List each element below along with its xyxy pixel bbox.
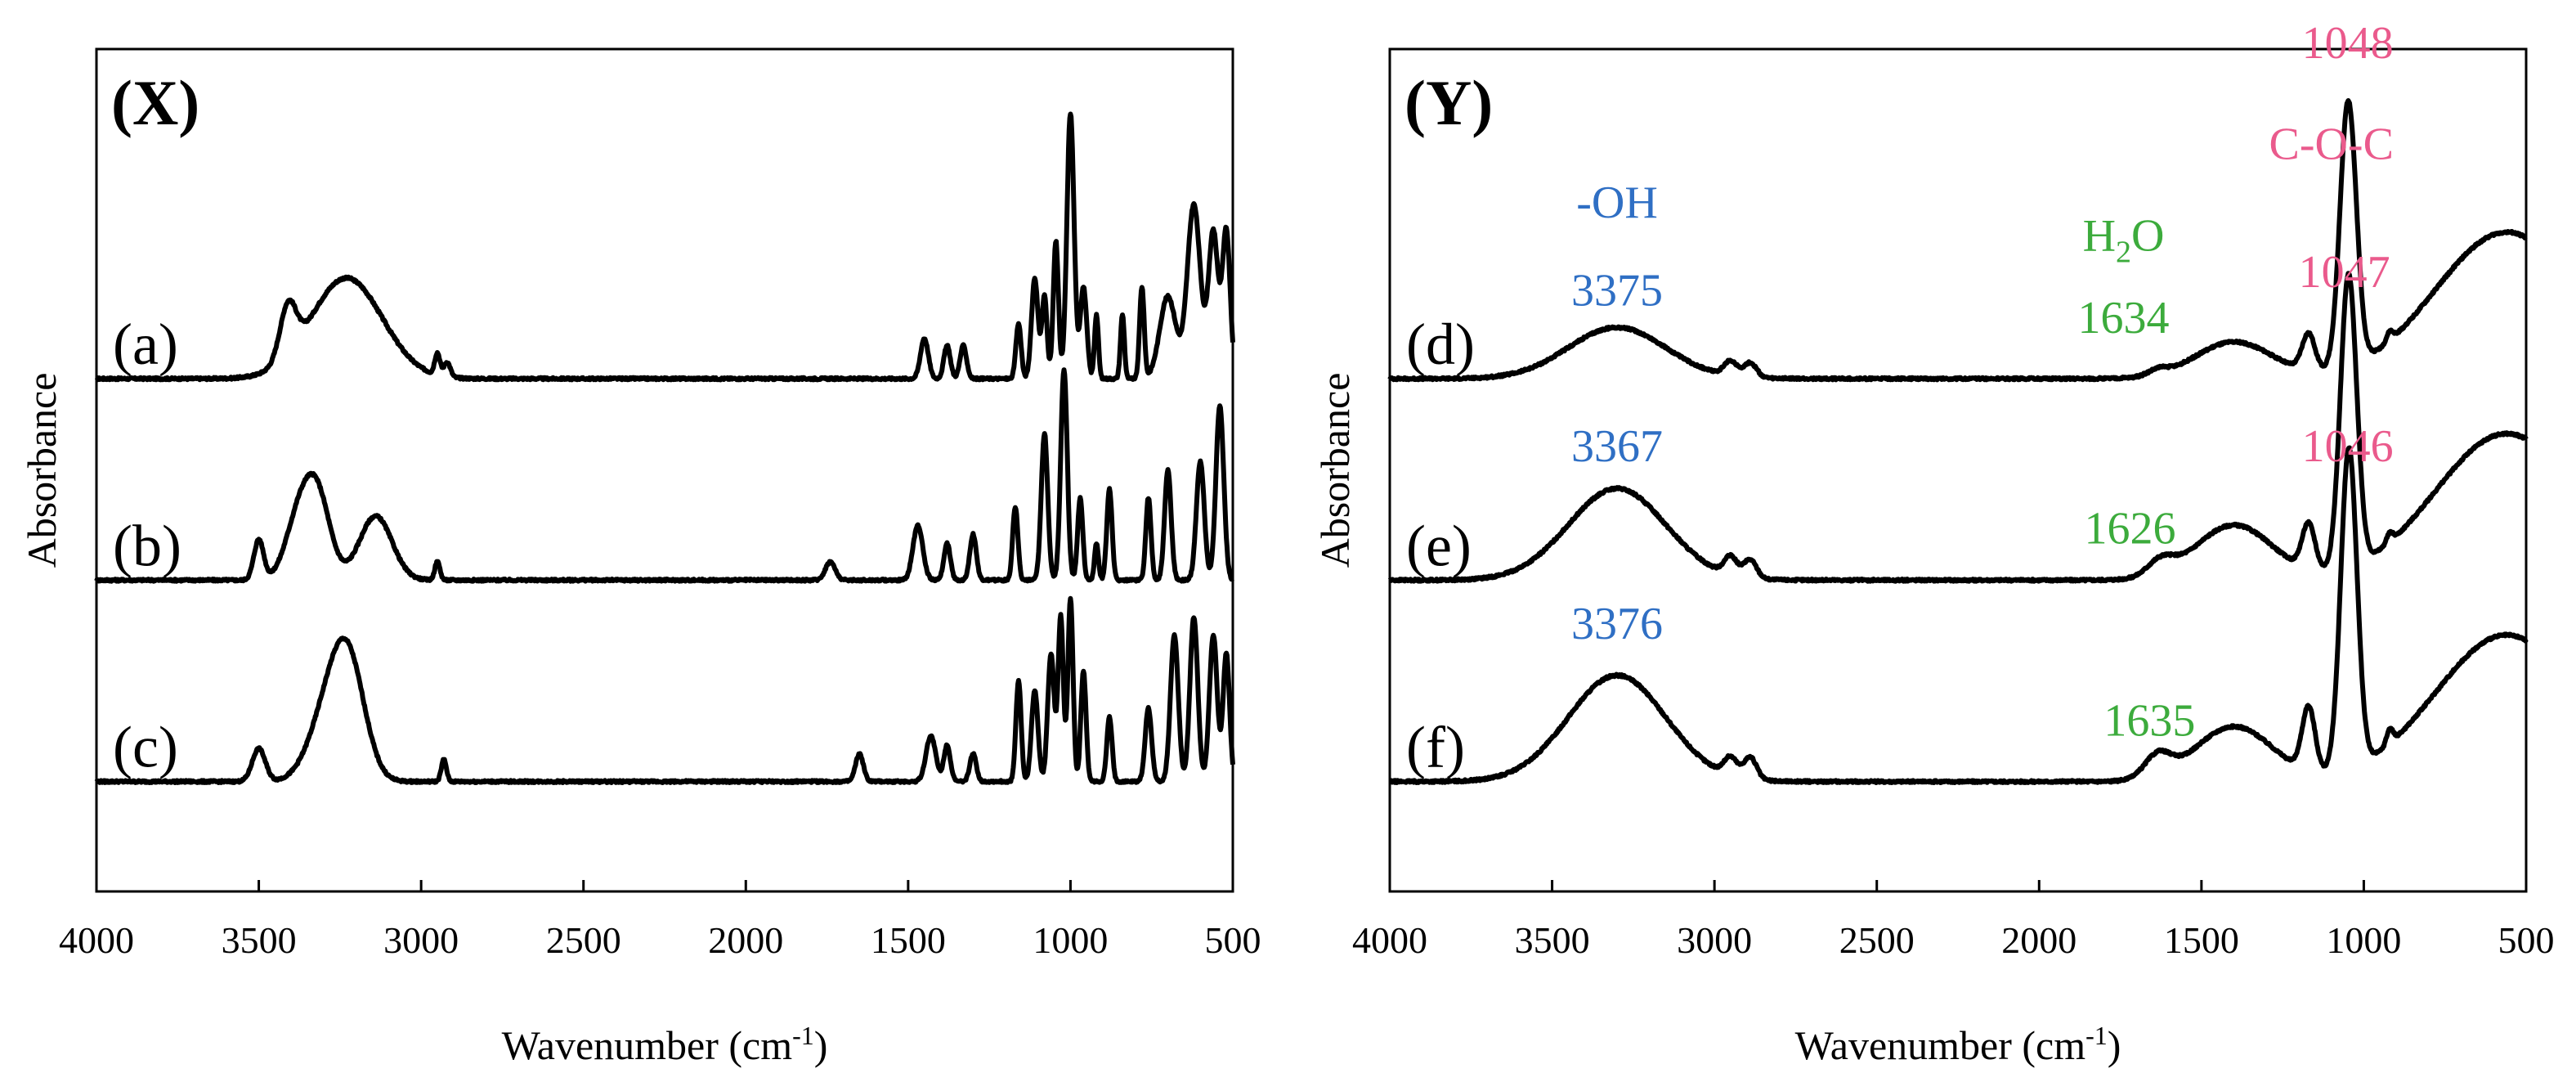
peak-annotation: 1626 <box>2084 504 2175 554</box>
x-tick-label: 4000 <box>1352 919 1427 961</box>
x-tick-label: 500 <box>2498 919 2555 961</box>
peak-annotation: 3375 <box>1571 265 1663 316</box>
x-tick-label: 2500 <box>546 919 621 961</box>
peak-annotation: -OH <box>1576 177 1658 228</box>
trace-label-c: (c) <box>113 715 178 780</box>
trace-label-e: (e) <box>1406 513 1472 578</box>
peak-annotation: 1635 <box>2103 696 2195 747</box>
x-tick-label: 3500 <box>1515 919 1590 961</box>
trace-label-b: (b) <box>113 513 181 578</box>
peak-annotation: H2O <box>2083 210 2165 269</box>
x-tick-label: 2500 <box>1839 919 1915 961</box>
panel-y-x-ticks: 4000 3500 3000 2500 2000 1500 1000 500 <box>1352 880 2555 961</box>
panel-y-frame <box>1388 47 2528 893</box>
peak-annotation: C-O-C <box>2269 119 2393 169</box>
x-tick-label: 3500 <box>222 919 297 961</box>
x-tick-label: 2000 <box>708 919 783 961</box>
panel-x: (X) Absorbance Wavenumber (cm-1) 4000 350… <box>19 47 1261 1068</box>
panel-y: (Y) Absorbance Wavenumber (cm-1) 4000 350… <box>1312 18 2555 1068</box>
peak-annotation: 1047 <box>2299 247 2390 298</box>
spectrum-line-a <box>94 111 1235 383</box>
panel-x-frame <box>95 47 1234 893</box>
x-tick-label: 1500 <box>2164 919 2239 961</box>
x-tick-label: 500 <box>1205 919 1261 961</box>
x-tick-label: 1000 <box>2326 919 2401 961</box>
trace-label-d: (d) <box>1406 312 1475 377</box>
x-tick-label: 3000 <box>1677 919 1752 961</box>
peak-annotation: 1048 <box>2302 18 2394 69</box>
panel-x-y-axis-title: Absorbance <box>19 373 65 568</box>
peak-annotation: 3376 <box>1571 599 1663 649</box>
x-tick-label: 1500 <box>871 919 946 961</box>
x-tick-label: 2000 <box>2001 919 2076 961</box>
panel-y-x-axis-title: Wavenumber (cm-1) <box>1795 1021 2121 1068</box>
x-tick-label: 1000 <box>1033 919 1108 961</box>
spectrum-line-f <box>1387 445 2529 785</box>
peak-annotation: 3367 <box>1571 421 1663 472</box>
x-tick-label: 4000 <box>59 919 134 961</box>
panel-y-annotations: -OH 3375 H2O 1634 C-O-C 1048 3367 1626 1047 3376 1… <box>1571 18 2394 746</box>
panel-x-traces: (a) (b) (c) <box>94 111 1235 785</box>
panel-x-label: (X) <box>111 67 199 138</box>
panel-x-x-axis-title: Wavenumber (cm-1) <box>502 1021 828 1068</box>
panel-y-traces: (d) (e) (f) <box>1387 98 2529 785</box>
x-tick-label: 3000 <box>383 919 459 961</box>
spectrum-line-e <box>1387 271 2529 584</box>
panel-y-label: (Y) <box>1404 67 1493 138</box>
peak-annotation: 1046 <box>2302 421 2394 472</box>
trace-label-f: (f) <box>1406 715 1465 780</box>
panel-y-y-axis-title: Absorbance <box>1312 373 1358 568</box>
trace-label-a: (a) <box>113 312 178 377</box>
panel-x-x-ticks: 4000 3500 3000 2500 2000 1500 1000 500 <box>59 880 1261 961</box>
peak-annotation: 1634 <box>2078 293 2170 343</box>
spectrum-line-d <box>1387 98 2529 383</box>
spectrum-line-b <box>94 367 1235 584</box>
spectrum-line-c <box>94 595 1235 785</box>
